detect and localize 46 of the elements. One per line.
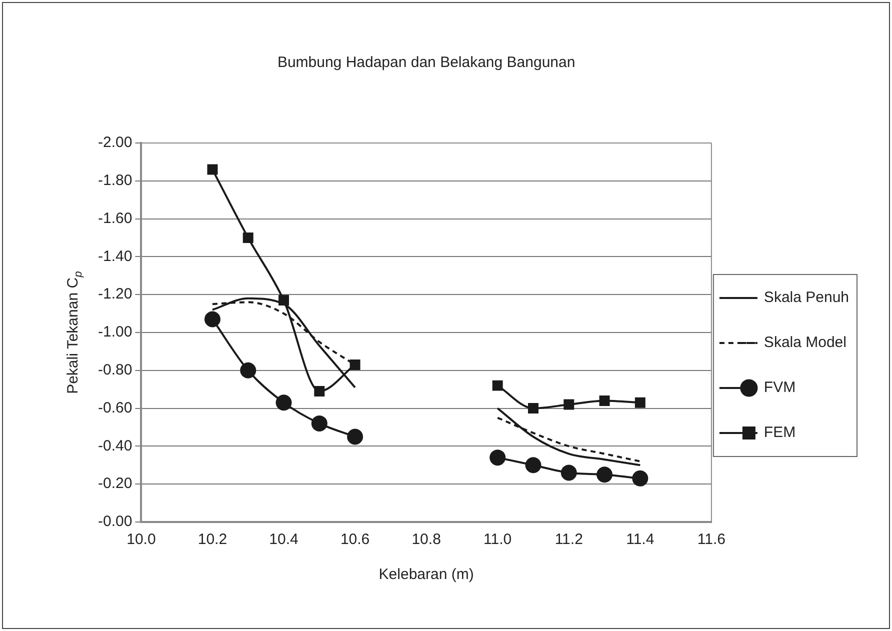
x-tick-label: 11.0: [484, 531, 512, 548]
y-tick-label: -1.60: [98, 210, 132, 227]
point: [347, 428, 364, 445]
point: [276, 394, 292, 411]
point: [314, 386, 325, 396]
y-tick-label: -0.20: [98, 475, 132, 492]
point: [242, 232, 254, 243]
y-tick-label: -0.40: [98, 437, 132, 454]
point: [350, 359, 360, 370]
point: [525, 457, 542, 474]
point: [596, 466, 613, 483]
point: [599, 395, 610, 406]
x-tick-label: 10.4: [269, 531, 298, 548]
y-tick-label: -0.60: [98, 399, 132, 416]
y-tick-label: -1.00: [98, 324, 132, 341]
y-tick-label: -1.40: [98, 248, 132, 265]
x-axis-title: Kelebaran (m): [378, 566, 474, 584]
point: [564, 399, 574, 410]
x-tick-label: 11.6: [697, 531, 726, 548]
y-axis-title: Pekali Tekanan Cp: [64, 271, 84, 394]
x-tick-label: 10.0: [126, 531, 156, 548]
legend-label: FVM: [764, 379, 796, 396]
x-tick-label: 11.4: [626, 531, 654, 548]
chart-title: Bumbung Hadapan dan Belakang Bangunan: [277, 54, 576, 72]
point: [311, 415, 328, 432]
y-tick-label: -1.80: [98, 172, 132, 190]
x-tick-label: 10.8: [412, 531, 441, 548]
point: [207, 164, 218, 175]
legend-label: FEM: [764, 424, 796, 442]
legend-label: Skala Penuh: [764, 289, 850, 306]
point: [204, 311, 220, 328]
point: [492, 380, 503, 391]
y-tick-label: -2.00: [98, 134, 132, 152]
point: [528, 403, 538, 414]
point: [634, 397, 646, 408]
y-tick-label: -1.20: [98, 286, 132, 303]
point: [632, 470, 648, 486]
point: [490, 450, 506, 466]
y-tick-label: -0.00: [98, 513, 132, 530]
legend-label: Skala Model: [764, 334, 846, 352]
point: [240, 362, 256, 378]
x-tick-label: 11.2: [554, 531, 583, 548]
x-tick-label: 10.2: [198, 531, 228, 548]
x-tick-label: 10.6: [340, 531, 370, 548]
point: [560, 464, 577, 481]
y-tick-label: -0.80: [98, 362, 132, 379]
